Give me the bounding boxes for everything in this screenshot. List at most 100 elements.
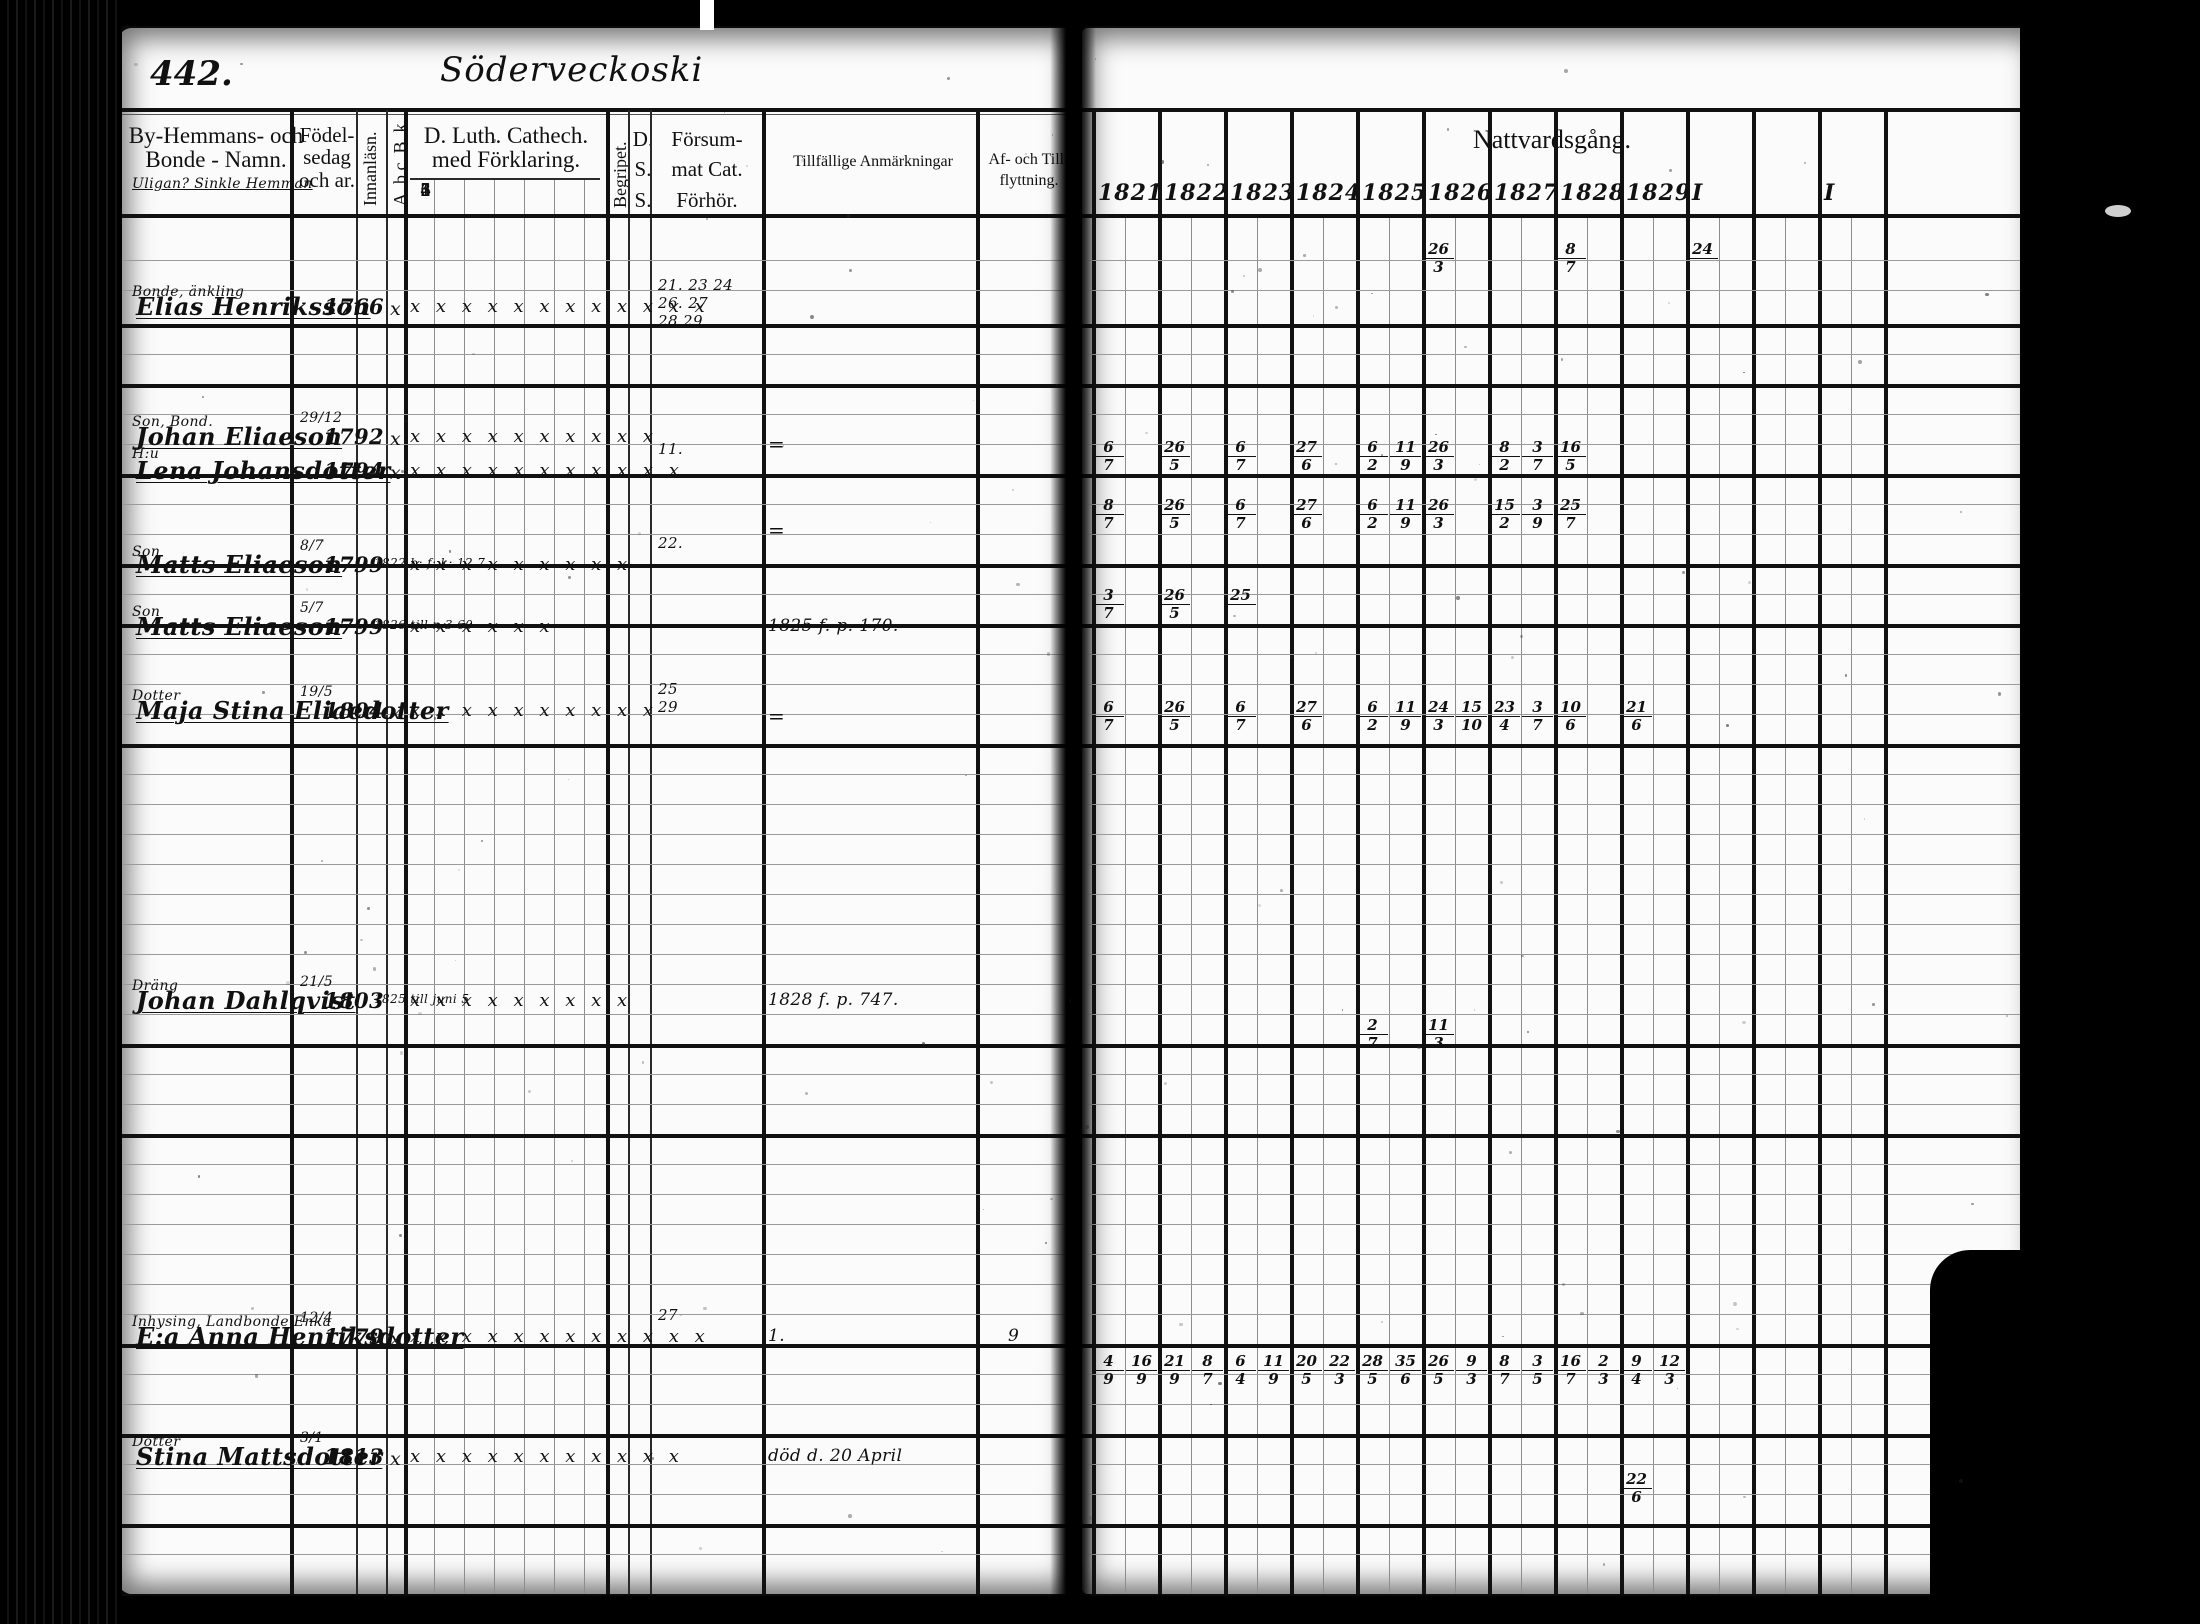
row-rule <box>1082 384 2042 388</box>
communion-mark-r2-c1: 26 5 <box>1159 440 1190 473</box>
scan-speckle <box>493 139 496 142</box>
row-rule <box>1082 894 2042 895</box>
communion-mark-r1-c7: 87 <box>1555 242 1586 275</box>
scan-speckle <box>1381 454 1383 456</box>
year-label-I: I <box>1824 180 1835 206</box>
scan-speckle <box>1562 1283 1565 1286</box>
row-birth-day-8: 3/1 <box>300 1430 324 1446</box>
row-forsummat-5-1: 29 <box>658 698 678 716</box>
row-rule <box>1082 324 2042 328</box>
scan-speckle <box>1872 1003 1875 1006</box>
row-rule <box>1082 1104 2042 1105</box>
communion-mark-r5-c2: 67 <box>1225 700 1256 733</box>
communion-mark-r5-c0: 67 <box>1093 700 1124 733</box>
row-rule <box>1082 924 2042 925</box>
communion-mark-r3-c3: 27 6 <box>1291 498 1322 531</box>
row-rule <box>1082 654 2042 655</box>
row-rule <box>1082 1134 2042 1138</box>
year-column-subrule-5 <box>1455 214 1456 1594</box>
communion-mark-r8-c8: 22 6 <box>1621 1472 1652 1505</box>
row-rule <box>1082 534 2042 535</box>
row-forsummat-0-2: 28 29 <box>658 312 703 330</box>
scan-speckle <box>449 550 451 552</box>
scan-speckle <box>1521 955 1524 958</box>
year-column-subrule-1 <box>1191 214 1192 1594</box>
scan-speckle <box>1342 1009 1343 1010</box>
birth-header-line2: sedag <box>294 146 360 168</box>
communion-mark-r6-c4: 27 <box>1357 1018 1388 1051</box>
communion-mark-r2-c4: 62 <box>1357 440 1388 473</box>
scan-speckle <box>1289 188 1291 190</box>
communion-mark-r2-c7: 16 5 <box>1555 440 1586 473</box>
scan-speckle <box>568 576 570 578</box>
row-catechism-marks-6: x x x x x x x x x <box>410 990 632 1011</box>
anmarkningar-dash-2: = <box>768 704 785 728</box>
row-rule <box>1082 1434 2042 1438</box>
scan-speckle <box>1290 656 1293 659</box>
row-rule <box>1082 1224 2042 1225</box>
row-rule <box>1082 864 2042 865</box>
communion-mark-r2-c0: 67 <box>1093 440 1124 473</box>
row-rule <box>1082 214 2042 218</box>
row-flyttning-7: 9 <box>1008 1326 1019 1346</box>
scan-speckle <box>1736 1328 1739 1331</box>
scan-speckle <box>810 315 814 319</box>
col-header-names: By-Hemmans- och Bonde - Namn. <box>126 124 306 173</box>
row-catechism-marks-7: x x x x x x x x x x x x <box>410 1326 710 1347</box>
year-label-1821: 1821 <box>1098 180 1163 206</box>
communion-mark-r3-c4: 11 9 <box>1390 498 1421 531</box>
scan-speckle <box>1464 346 1466 348</box>
row-abck-5: x <box>390 702 401 724</box>
communion-mark-r1-c5: 26 3 <box>1423 242 1454 275</box>
row-catechism-marks-8: x x x x x x x x x x x <box>410 1446 684 1467</box>
communion-mark-r4-c0: 37 <box>1093 588 1124 621</box>
row-rule <box>1082 1314 2042 1315</box>
communion-mark-r7-c0: 49 <box>1093 1354 1124 1387</box>
scan-speckle <box>1435 434 1437 436</box>
scan-speckle <box>1726 724 1729 727</box>
anmarkningar-dash-1: = <box>768 518 785 542</box>
row-rule <box>118 214 1078 218</box>
communion-mark-r5-c4: 11 9 <box>1390 700 1421 733</box>
scan-speckle <box>1056 384 1057 385</box>
communion-mark-r7-c3: 22 3 <box>1324 1354 1355 1387</box>
row-rule <box>118 354 1078 355</box>
year-label-1828: 1828 <box>1560 180 1625 206</box>
row-birth-year-7: 1779 <box>324 1324 384 1349</box>
row-name-5: Maja Stina Eliaedotter <box>136 696 449 725</box>
forsummat-line2: mat Cat. <box>652 154 762 184</box>
row-rule <box>1082 744 2042 748</box>
year-column-subrule-0 <box>1125 214 1126 1594</box>
communion-mark-r7-c7: 16 7 <box>1555 1354 1586 1387</box>
row-rule <box>118 594 1078 595</box>
row-abck-8: x <box>390 1448 401 1470</box>
scan-speckle <box>571 1160 573 1162</box>
row-forsummat-3-0: 22. <box>658 534 683 552</box>
scan-speckle <box>481 840 483 842</box>
year-column-rule-9 <box>1686 110 1690 1594</box>
row-forsummat-0-0: 21. 23 24 <box>658 276 733 294</box>
row-rule <box>118 324 1078 328</box>
year-column-subrule-7 <box>1587 214 1588 1594</box>
communion-mark-r7-c4: 28 5 <box>1357 1354 1388 1387</box>
row-catechism-marks-5: x x x x x x x x x x <box>410 700 658 721</box>
scan-speckle <box>1580 1312 1583 1315</box>
year-label-1829: 1829 <box>1626 180 1691 206</box>
communion-mark-r7-c2: 11 9 <box>1258 1354 1289 1387</box>
scan-speckle <box>1315 652 1317 654</box>
names-header-line1: By-Hemmans- och <box>126 124 306 148</box>
scan-speckle <box>1864 818 1865 819</box>
row-rule <box>1082 684 2042 685</box>
scan-speckle <box>805 1092 808 1095</box>
folio-number: 442. <box>150 54 233 94</box>
scan-speckle <box>699 1547 702 1550</box>
communion-mark-r2-c6: 37 <box>1522 440 1553 473</box>
row-rule <box>118 804 1078 805</box>
scan-blackout-right <box>2020 0 2200 1300</box>
communion-mark-r3-c6: 15 2 <box>1489 498 1520 531</box>
row-rule <box>118 1284 1078 1285</box>
year-label-I: I <box>1692 180 1703 206</box>
communion-mark-r5-c5: 24 3 <box>1423 700 1454 733</box>
row-forsummat-5-0: 25 <box>658 680 678 698</box>
year-column-subrule-3 <box>1323 214 1324 1594</box>
